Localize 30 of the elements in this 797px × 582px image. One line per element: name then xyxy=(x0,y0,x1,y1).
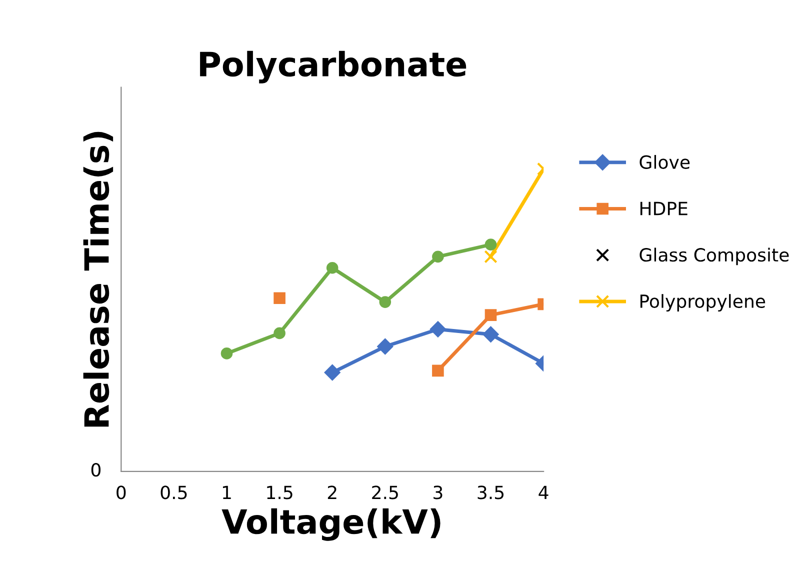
legend-label: HDPE xyxy=(640,202,688,216)
point xyxy=(482,326,499,342)
point xyxy=(430,321,446,338)
legend-label: Glass Composite xyxy=(640,248,789,266)
x-axis-title: Voltage(kV) xyxy=(222,508,440,541)
point xyxy=(377,338,394,354)
x-tick-label: 3.5 xyxy=(478,486,504,500)
legend-label: Glove xyxy=(640,154,690,169)
point xyxy=(274,292,286,304)
point xyxy=(484,309,497,321)
y-axis-title: Release Time(s) xyxy=(83,132,114,427)
x-tick-label: 1 xyxy=(222,486,231,500)
x-tick-label: 2 xyxy=(328,486,336,500)
x-tick-label: 2.5 xyxy=(372,486,398,500)
point xyxy=(484,238,497,250)
point xyxy=(432,364,444,377)
x-tick-label: 1.5 xyxy=(267,486,292,500)
x-tick-label: 0 xyxy=(116,486,126,500)
text: 0 xyxy=(91,463,100,477)
point xyxy=(379,296,392,308)
x-tick-label: 0.5 xyxy=(160,486,187,500)
x-tick-label: 3 xyxy=(434,486,442,500)
point xyxy=(220,348,233,360)
legend-label: Polypropylene xyxy=(640,294,766,312)
x-tick-label: 4 xyxy=(538,486,548,500)
point xyxy=(432,250,444,263)
chart-title: Polycarbonate xyxy=(200,50,466,84)
point xyxy=(326,262,338,274)
point xyxy=(324,364,340,380)
point xyxy=(274,327,286,340)
